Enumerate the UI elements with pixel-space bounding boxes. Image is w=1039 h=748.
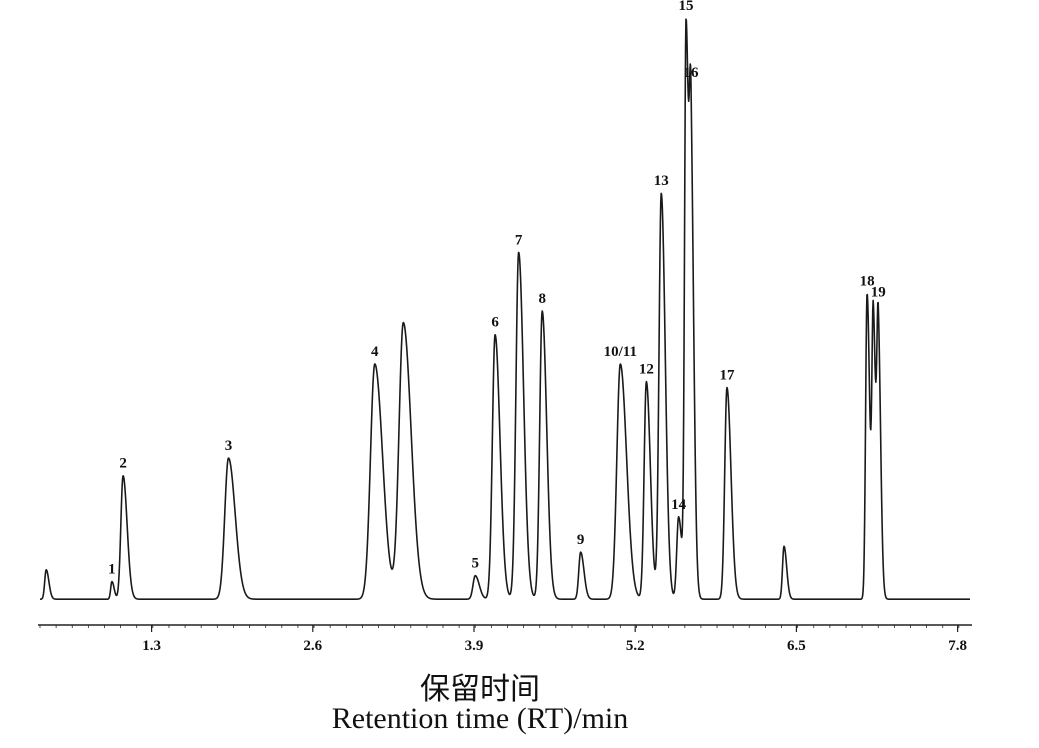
peak-label: 1 [108,562,116,578]
peak-label: 16 [684,65,700,81]
peak-label: 4 [371,344,379,360]
chromatogram-trace [39,18,971,600]
peak-label: 18 [860,273,875,289]
peak-label: 10/11 [604,344,637,360]
peak-label: 17 [719,368,735,384]
chromatogram-plot: 1.3 2.6 3.9 5.2 6.5 7.812345678910/1112131415… [38,0,972,654]
x-axis-label-english: Retention time (RT)/min [331,702,629,735]
peak-label: 14 [671,497,687,513]
peak-label: 12 [639,362,654,378]
x-tick-label: 6.5 [787,638,806,654]
peak-label: 7 [515,232,523,248]
x-tick-label: 7.8 [948,638,967,654]
x-tick-label: 1.3 [142,638,161,654]
peak-label: 5 [471,556,479,572]
peak-label: 13 [654,173,669,189]
peak-label: 6 [491,315,499,331]
peak-label: 3 [225,438,233,454]
peak-label: 15 [679,0,694,14]
peak-label: 19 [871,284,886,300]
x-axis-label-chinese: 保留时间 [420,672,540,707]
peak-label: 8 [538,291,546,307]
peak-label: 2 [119,456,127,472]
peak-label: 9 [577,532,585,548]
x-tick-label: 3.9 [465,638,484,654]
x-tick-label: 2.6 [303,638,322,654]
x-tick-label: 5.2 [626,638,645,654]
